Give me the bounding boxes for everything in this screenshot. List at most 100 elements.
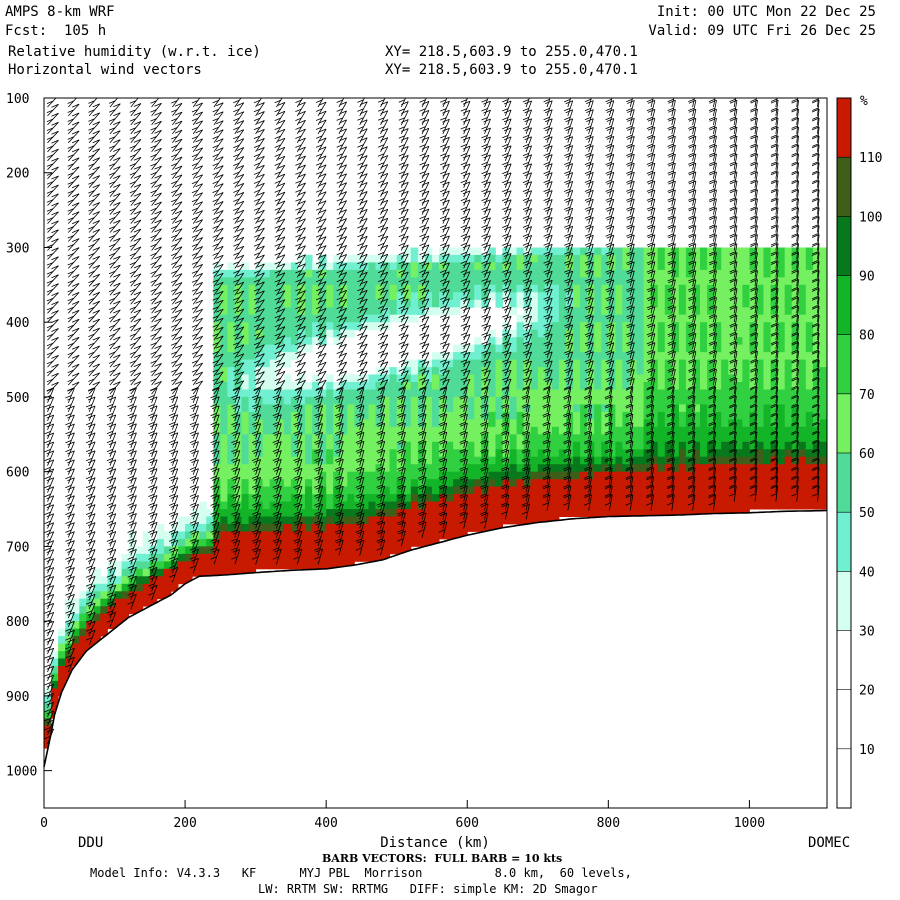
rh-cell [544,284,553,293]
wind-barb-flag [148,520,155,524]
rh-cell [742,464,750,473]
rh-cell [488,411,496,420]
wind-barb-flag [129,450,137,455]
wind-barb-flag [170,450,178,455]
wind-barb-flag [85,592,93,596]
rh-cell [410,449,419,458]
rh-cell [805,471,814,480]
rh-cell [149,561,158,570]
wind-barb [213,192,224,206]
rh-cell [544,396,553,405]
rh-cell [79,628,87,637]
rh-cell [657,307,666,316]
rh-cell [234,359,242,368]
rh-cell [297,254,306,263]
wind-barb-flag [189,395,197,399]
rh-cell [65,636,73,644]
wind-barb-flag [171,342,178,346]
rh-cell [622,299,630,308]
wind-barb-flag [85,565,93,569]
rh-cell [255,344,264,353]
rh-cell [417,307,426,316]
rh-cell [608,389,616,398]
wind-barb-flag [195,183,203,188]
wind-barb-flag [191,387,199,392]
rh-cell [770,299,779,308]
wind-barb-flag [71,229,80,233]
rh-cell [460,419,468,428]
rh-cell [213,299,221,308]
rh-cell [714,262,722,271]
wind-barb-flag [65,457,72,462]
wind-barb-flag [170,539,178,544]
rh-cell [587,314,595,323]
rh-cell [403,292,412,301]
rh-cell [615,389,623,398]
wind-barb-flag [195,111,203,116]
rh-cell [361,269,369,278]
wind-barb [130,98,132,99]
rh-cell [276,322,285,331]
rh-cell [403,471,412,480]
rh-cell [812,307,821,316]
rh-cell [347,464,355,473]
wind-barb-flag [212,504,220,508]
rh-cell [220,531,228,540]
wind-barb-flag [71,238,80,242]
rh-cell [685,486,694,495]
rh-cell [432,307,440,316]
rh-cell [756,464,764,473]
rh-cell [558,344,567,353]
rh-cell [615,449,623,458]
rh-cell [819,284,827,293]
rh-cell [410,307,419,316]
rh-cell [791,464,800,473]
rh-cell [516,344,525,353]
wind-barb-flag [154,255,162,260]
rh-cell [700,314,708,323]
rh-cell [424,426,433,435]
wind-barb-flag [46,719,54,724]
rh-cell [685,247,694,256]
wind-barb-flag [171,109,178,113]
rh-cell [693,404,701,413]
wind-barb-flag [67,629,75,634]
rh-cell [326,479,334,488]
rh-cell [721,284,729,293]
rh-cell [615,344,623,353]
wind-barb-flag [212,360,219,364]
rh-cell [707,277,715,286]
rh-cell [664,322,673,331]
rh-cell [735,456,743,465]
rh-cell [305,292,313,301]
rh-cell [269,337,278,346]
wind-barb-flag [212,189,219,193]
rh-cell [580,292,588,301]
rh-cell [410,524,419,532]
rh-cell [403,546,412,555]
wind-barb-flag [174,192,183,197]
rh-cell [594,262,602,271]
wind-barb-flag [108,342,116,346]
wind-barb-flag [113,166,121,170]
wind-barb-flag [148,511,155,515]
wind-barb-flag [85,502,93,506]
wind-barb-flag [189,529,197,533]
rh-cell [220,464,228,473]
wind-barb-flag [106,556,114,560]
rh-cell [297,524,306,532]
rh-cell [340,411,348,420]
wind-barb-flag [67,396,75,401]
rh-cell [530,509,539,517]
rh-cell [784,307,793,316]
rh-cell [502,434,510,443]
rh-cell [657,367,666,375]
rh-cell [693,426,701,435]
rh-cell [629,396,637,405]
rh-cell [453,411,461,420]
rh-cell [319,553,327,562]
rh-cell [453,486,461,495]
rh-cell [770,389,779,398]
wind-barb-flag [148,413,155,417]
rh-cell [728,359,736,368]
